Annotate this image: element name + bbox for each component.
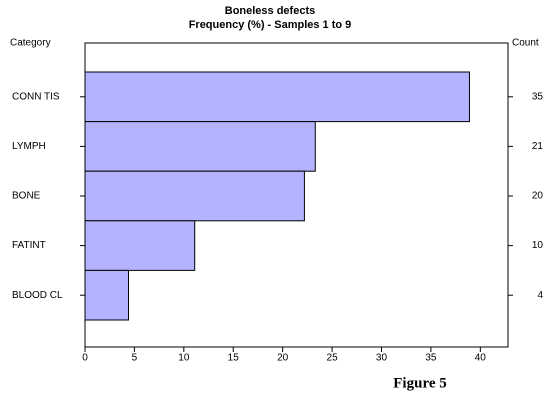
bar: [84, 121, 316, 172]
x-tick-label: 40: [475, 353, 487, 364]
y-tick-label: FATINT: [12, 240, 46, 251]
caption: Figure 5: [393, 375, 446, 391]
y-tick-label: BONE: [12, 191, 41, 202]
chart-title: Boneless defects: [225, 5, 315, 17]
count-label: 10: [532, 240, 544, 251]
bar: [84, 220, 196, 271]
y2-axis-label: Count: [512, 38, 539, 49]
x-tick-label: 35: [425, 353, 437, 364]
x-tick-label: 15: [228, 353, 240, 364]
count-label: 20: [532, 191, 544, 202]
y-tick-label: LYMPH: [12, 141, 46, 152]
bar: [84, 71, 470, 123]
x-tick-label: 0: [82, 353, 88, 364]
y-tick-label: BLOOD CL: [12, 290, 63, 301]
bar: [84, 170, 305, 222]
x-tick-label: 5: [132, 353, 138, 364]
count-label: 35: [532, 91, 544, 102]
x-tick-label: 25: [327, 353, 339, 364]
count-label: 4: [537, 290, 543, 301]
bar: [84, 269, 129, 321]
x-tick-label: 20: [277, 353, 289, 364]
count-label: 21: [532, 141, 544, 152]
y-tick-label: CONN TIS: [12, 91, 60, 102]
y-axis-label: Category: [10, 38, 51, 49]
x-tick-label: 30: [376, 353, 388, 364]
chart-subtitle: Frequency (%) - Samples 1 to 9: [189, 19, 352, 31]
x-tick-label: 10: [178, 353, 190, 364]
